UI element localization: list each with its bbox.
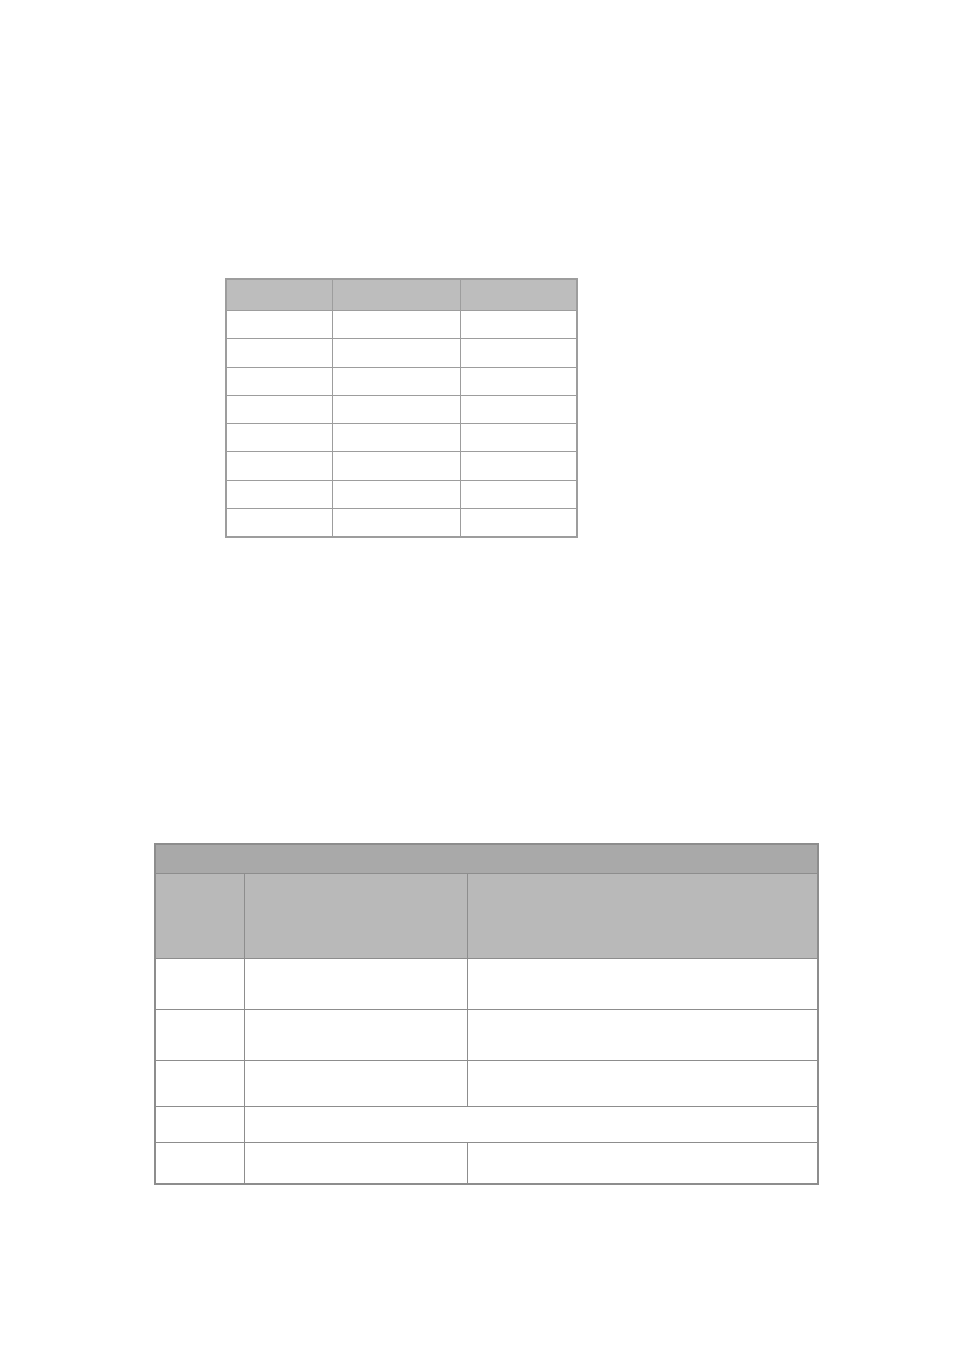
table-a-row <box>227 423 576 451</box>
table-b-cell <box>244 959 467 1009</box>
table-a <box>225 278 578 538</box>
table-b-cell <box>244 1143 467 1183</box>
table-a-cell <box>227 509 332 536</box>
table-b-header-cell <box>244 874 467 958</box>
table-a-row <box>227 508 576 536</box>
table-a-cell <box>332 424 460 451</box>
table-a-row <box>227 395 576 423</box>
table-a-cell <box>227 368 332 395</box>
table-a-cell <box>460 396 576 423</box>
table-b-cell <box>467 1061 817 1106</box>
table-a-header-row <box>227 280 576 310</box>
table-b-row <box>156 1009 817 1060</box>
table-a-cell <box>332 452 460 479</box>
table-b-header-row <box>156 873 817 958</box>
table-a-cell <box>332 396 460 423</box>
table-b-title-cell <box>156 845 817 873</box>
table-a-cell <box>460 368 576 395</box>
table-b-cell <box>156 959 244 1009</box>
table-b-header-cell <box>156 874 244 958</box>
table-a-cell <box>460 339 576 366</box>
table-a-cell <box>227 424 332 451</box>
table-a-cell <box>332 339 460 366</box>
table-a-cell <box>460 311 576 338</box>
table-b-row <box>156 1142 817 1183</box>
table-b-cell <box>156 1010 244 1060</box>
table-a-header-cell <box>227 280 332 310</box>
table-a-cell <box>227 452 332 479</box>
table-b-title-row <box>156 845 817 873</box>
table-a-row <box>227 310 576 338</box>
table-b-cell <box>244 1010 467 1060</box>
table-b-cell <box>156 1107 244 1142</box>
table-b-cell <box>467 959 817 1009</box>
table-b-row <box>156 1060 817 1106</box>
table-b-row <box>156 958 817 1009</box>
table-b-cell <box>244 1061 467 1106</box>
table-a-cell <box>332 368 460 395</box>
table-a-cell <box>227 481 332 508</box>
table-b-cell <box>467 1143 817 1183</box>
table-a-cell <box>227 396 332 423</box>
table-b-cell <box>467 1010 817 1060</box>
table-a-header-cell <box>332 280 460 310</box>
table-a-row <box>227 338 576 366</box>
table-b-cell-merged <box>244 1107 817 1142</box>
table-a-cell <box>227 311 332 338</box>
table-a-cell <box>460 481 576 508</box>
table-a-cell <box>460 452 576 479</box>
table-a-cell <box>332 311 460 338</box>
table-b-header-cell <box>467 874 817 958</box>
table-a-row <box>227 367 576 395</box>
table-b-cell <box>156 1143 244 1183</box>
table-b-cell <box>156 1061 244 1106</box>
table-a-cell <box>460 509 576 536</box>
table-a-header-cell <box>460 280 576 310</box>
table-a-row <box>227 480 576 508</box>
table-a-cell <box>227 339 332 366</box>
table-a-cell <box>332 509 460 536</box>
table-b <box>154 843 819 1185</box>
table-a-cell <box>332 481 460 508</box>
table-a-row <box>227 451 576 479</box>
table-a-cell <box>460 424 576 451</box>
table-b-row <box>156 1106 817 1142</box>
